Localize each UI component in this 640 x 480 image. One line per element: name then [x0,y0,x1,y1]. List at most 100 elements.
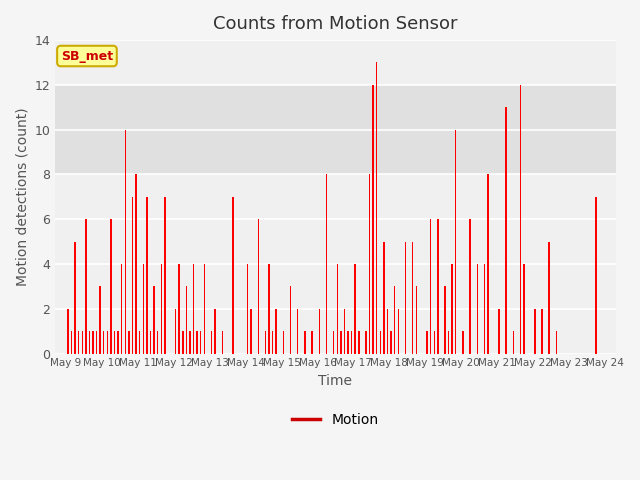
Bar [55,85,616,174]
Bar [189,331,191,353]
Bar [312,331,313,353]
Bar [204,264,205,353]
Bar [444,287,445,353]
Bar [186,287,187,353]
Bar [541,309,543,353]
Bar [136,174,137,353]
Bar [513,331,514,353]
Bar [372,85,374,353]
Bar [161,264,162,353]
Bar [103,331,104,353]
Bar [125,130,126,353]
Bar [71,331,72,353]
Bar [340,331,342,353]
Bar [488,174,489,353]
Bar [268,264,269,353]
Bar [121,264,122,353]
Bar [96,331,97,353]
Bar [548,241,550,353]
Title: Counts from Motion Sensor: Counts from Motion Sensor [213,15,458,33]
Bar [415,287,417,353]
Bar [175,309,177,353]
Bar [232,197,234,353]
Bar [193,264,195,353]
Bar [506,107,507,353]
Bar [272,331,273,353]
Bar [74,241,76,353]
Bar [477,264,478,353]
Bar [365,331,367,353]
Y-axis label: Motion detections (count): Motion detections (count) [15,108,29,286]
Bar [304,331,306,353]
Legend: Motion: Motion [287,408,384,432]
Bar [297,309,298,353]
Bar [520,85,521,353]
Bar [211,331,212,353]
Bar [469,219,471,353]
Bar [462,331,463,353]
Bar [283,331,284,353]
Text: SB_met: SB_met [61,49,113,62]
Bar [380,331,381,353]
X-axis label: Time: Time [319,374,353,388]
Bar [369,174,371,353]
Bar [351,331,353,353]
Bar [150,331,151,353]
Bar [290,287,291,353]
Bar [99,287,101,353]
Bar [498,309,500,353]
Bar [430,219,431,353]
Bar [390,331,392,353]
Bar [110,219,112,353]
Bar [200,331,202,353]
Bar [146,197,148,353]
Bar [412,241,413,353]
Bar [265,331,266,353]
Bar [214,309,216,353]
Bar [117,331,119,353]
Bar [448,331,449,353]
Bar [437,219,438,353]
Bar [387,309,388,353]
Bar [433,331,435,353]
Bar [139,331,140,353]
Bar [221,331,223,353]
Bar [358,331,360,353]
Bar [394,287,396,353]
Bar [451,264,453,353]
Bar [114,331,115,353]
Bar [333,331,334,353]
Bar [157,331,158,353]
Bar [257,219,259,353]
Bar [326,174,327,353]
Bar [128,331,130,353]
Bar [319,309,320,353]
Bar [164,197,166,353]
Bar [154,287,155,353]
Bar [455,130,456,353]
Bar [92,331,93,353]
Bar [247,264,248,353]
Bar [132,197,133,353]
Bar [376,62,378,353]
Bar [179,264,180,353]
Bar [404,241,406,353]
Bar [89,331,90,353]
Bar [143,264,144,353]
Bar [534,309,536,353]
Bar [524,264,525,353]
Bar [196,331,198,353]
Bar [85,219,86,353]
Bar [182,331,184,353]
Bar [250,309,252,353]
Bar [484,264,485,353]
Bar [397,309,399,353]
Bar [595,197,596,353]
Bar [344,309,345,353]
Bar [355,264,356,353]
Bar [67,309,68,353]
Bar [348,331,349,353]
Bar [337,264,338,353]
Bar [426,331,428,353]
Bar [107,331,108,353]
